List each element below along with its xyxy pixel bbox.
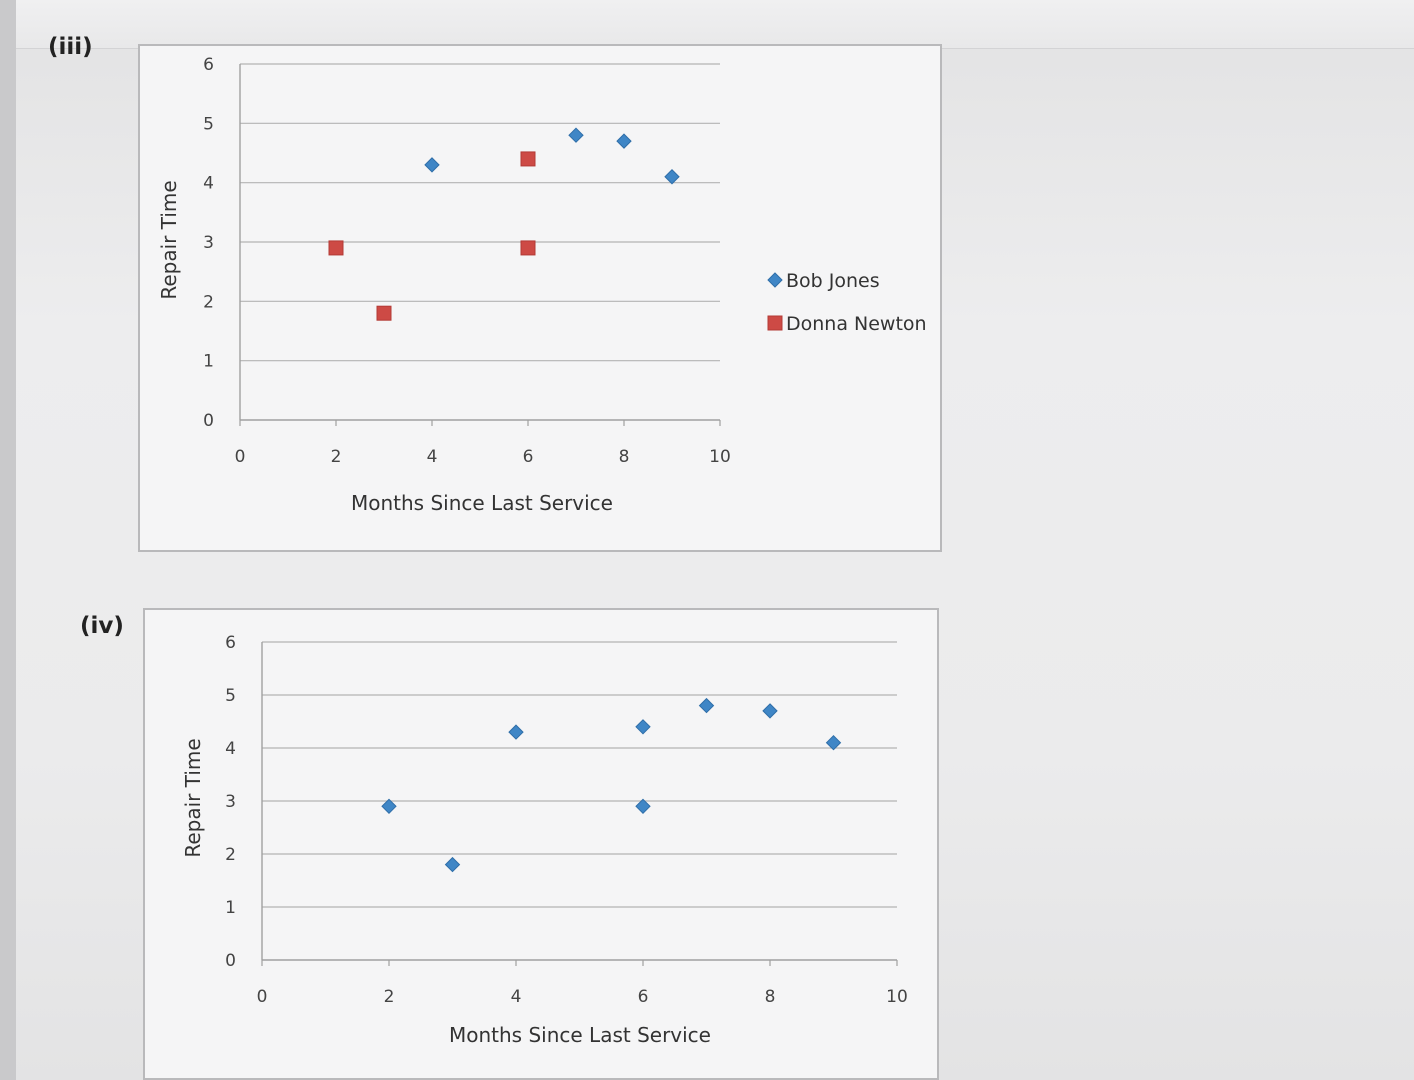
chart-iv-frame bbox=[143, 608, 939, 1080]
chart-iv-y-tick-label-4: 4 bbox=[225, 739, 236, 759]
chart-iii-x-tick-label-4: 4 bbox=[427, 447, 438, 467]
chart-iii-y-tick-label-5: 5 bbox=[203, 114, 214, 134]
chart-iv-series0-point-2 bbox=[508, 724, 524, 740]
left-edge bbox=[0, 0, 16, 1080]
chart-iii-series1-point-1 bbox=[376, 305, 392, 321]
chart-iii-x-tick-label-0: 0 bbox=[235, 447, 246, 467]
chart-iv-x-tick-label-0: 0 bbox=[257, 987, 268, 1007]
chart-iv-y-tick-label-5: 5 bbox=[225, 686, 236, 706]
chart-iv-y-tick-label-6: 6 bbox=[225, 633, 236, 653]
chart-iii-legend-marker-0 bbox=[767, 272, 783, 288]
chart-iv-x-tick-label-4: 4 bbox=[511, 987, 522, 1007]
chart-iv-series0-point-5 bbox=[698, 697, 715, 714]
chart-iv-y-tick-label-1: 1 bbox=[225, 898, 236, 918]
chart-iv-series0-point-0 bbox=[381, 798, 397, 815]
chart-iv-x-tick-label-6: 6 bbox=[638, 987, 649, 1007]
chart-iv-series0-point-6 bbox=[762, 703, 778, 719]
chart-iii-x-tick-label-10: 10 bbox=[709, 447, 731, 467]
chart-iii-series0-point-0 bbox=[424, 157, 440, 173]
chart-iv-series0-point-4 bbox=[635, 798, 651, 815]
chart-iv-x-tick-label-2: 2 bbox=[384, 987, 395, 1007]
chart-iii-y-tick-label-3: 3 bbox=[203, 233, 214, 253]
chart-iii-series0-point-3 bbox=[664, 169, 680, 185]
chart-iii-y-tick-label-6: 6 bbox=[203, 55, 214, 75]
chart-iv-series0-point-3 bbox=[635, 719, 651, 735]
chart-iii-legend-label-1: Donna Newton bbox=[786, 313, 927, 335]
chart-iii-x-axis-title: Months Since Last Service bbox=[351, 491, 613, 515]
chart-iii-y-axis-title: Repair Time bbox=[157, 180, 181, 299]
chart-iii-y-tick-label-2: 2 bbox=[203, 292, 214, 312]
chart-iii-legend-marker-1 bbox=[767, 315, 783, 331]
chart-iii-y-tick-label-4: 4 bbox=[203, 174, 214, 194]
chart-iii-x-tick-label-6: 6 bbox=[523, 447, 534, 467]
chart-iii-y-tick-label-1: 1 bbox=[203, 352, 214, 372]
chart-iii-series1-point-0 bbox=[328, 240, 344, 256]
chart-iii-y-tick-label-0: 0 bbox=[203, 411, 214, 431]
chart-iii-series1-point-2 bbox=[520, 151, 536, 167]
chart-iv-y-tick-label-2: 2 bbox=[225, 845, 236, 865]
chart-iii-x-tick-label-2: 2 bbox=[331, 447, 342, 467]
chart-iii-legend-label-0: Bob Jones bbox=[786, 270, 880, 292]
chart-iv-y-tick-label-0: 0 bbox=[225, 951, 236, 971]
chart-iii-series0-point-1 bbox=[568, 127, 584, 143]
chart-iii-x-tick-label-8: 8 bbox=[619, 447, 630, 467]
part-label-iii: (iii) bbox=[48, 34, 93, 60]
chart-iv-x-tick-label-10: 10 bbox=[886, 987, 908, 1007]
chart-iv-x-tick-label-8: 8 bbox=[765, 987, 776, 1007]
chart-iv-series0-point-7 bbox=[825, 734, 842, 751]
chart-iii-frame bbox=[138, 44, 942, 552]
chart-iv-y-axis-title: Repair Time bbox=[181, 738, 205, 857]
chart-iii-series0-point-2 bbox=[616, 133, 632, 149]
chart-iv-y-tick-label-3: 3 bbox=[225, 792, 236, 812]
chart-iii-series1-point-3 bbox=[520, 240, 536, 256]
part-label-iv: (iv) bbox=[80, 613, 124, 639]
chart-iv-series0-point-1 bbox=[444, 856, 461, 873]
chart-iv-x-axis-title: Months Since Last Service bbox=[449, 1023, 711, 1047]
